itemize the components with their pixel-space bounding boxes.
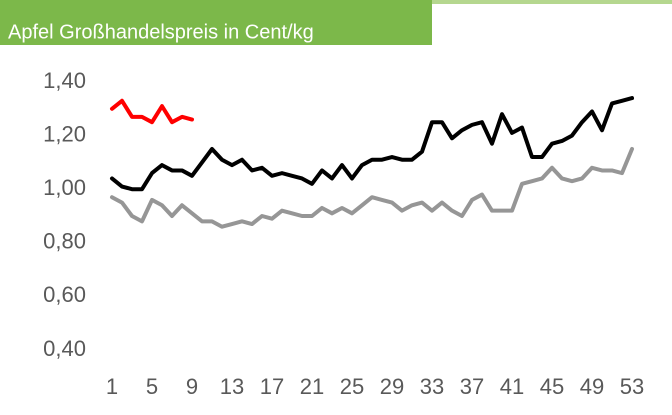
x-tick-label: 25	[340, 374, 364, 399]
x-tick-label: 37	[460, 374, 484, 399]
series-line	[110, 98, 194, 125]
y-tick-label: 0,80	[43, 229, 86, 254]
title-banner	[0, 0, 432, 45]
x-tick-label: 29	[380, 374, 404, 399]
y-tick-label: 1,20	[43, 121, 86, 146]
y-tick-label: 1,40	[43, 68, 86, 93]
x-tick-label: 49	[580, 374, 604, 399]
x-tick-label: 1	[106, 374, 118, 399]
x-tick-label: 13	[220, 374, 244, 399]
y-tick-label: 0,60	[43, 282, 86, 307]
x-tick-label: 17	[260, 374, 284, 399]
x-tick-label: 9	[186, 374, 198, 399]
y-tick-label: 0,40	[43, 336, 86, 361]
chart-title: Apfel Großhandelspreis in Cent/kg	[8, 21, 314, 43]
x-tick-label: 41	[500, 374, 524, 399]
series-line	[110, 147, 634, 229]
x-tick-label: 45	[540, 374, 564, 399]
x-tick-label: 5	[146, 374, 158, 399]
y-tick-label: 1,00	[43, 175, 86, 200]
series-line	[110, 96, 634, 192]
x-tick-label: 53	[620, 374, 644, 399]
x-tick-label: 33	[420, 374, 444, 399]
x-tick-label: 21	[300, 374, 324, 399]
